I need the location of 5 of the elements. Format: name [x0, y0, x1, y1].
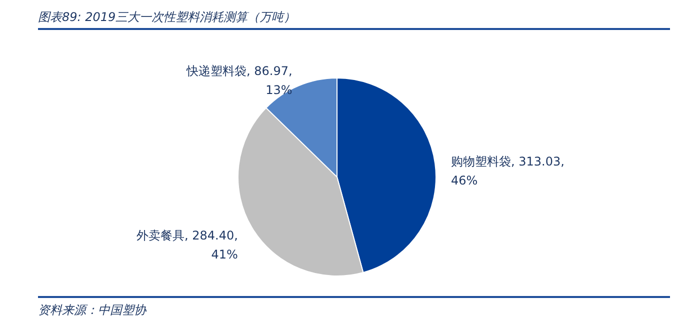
text: 资料来源：中国塑协 [38, 296, 670, 319]
slice-label: 快递塑料袋, 86.97, 13% [186, 64, 292, 98]
slice-label: 外卖餐具, 284.40, 41% [136, 228, 238, 262]
slice-label: 购物塑料袋, 313.03, 46% [450, 154, 564, 188]
chart-title: 图表89: 2019三大一次性塑料消耗测算（万吨） [38, 6, 670, 30]
